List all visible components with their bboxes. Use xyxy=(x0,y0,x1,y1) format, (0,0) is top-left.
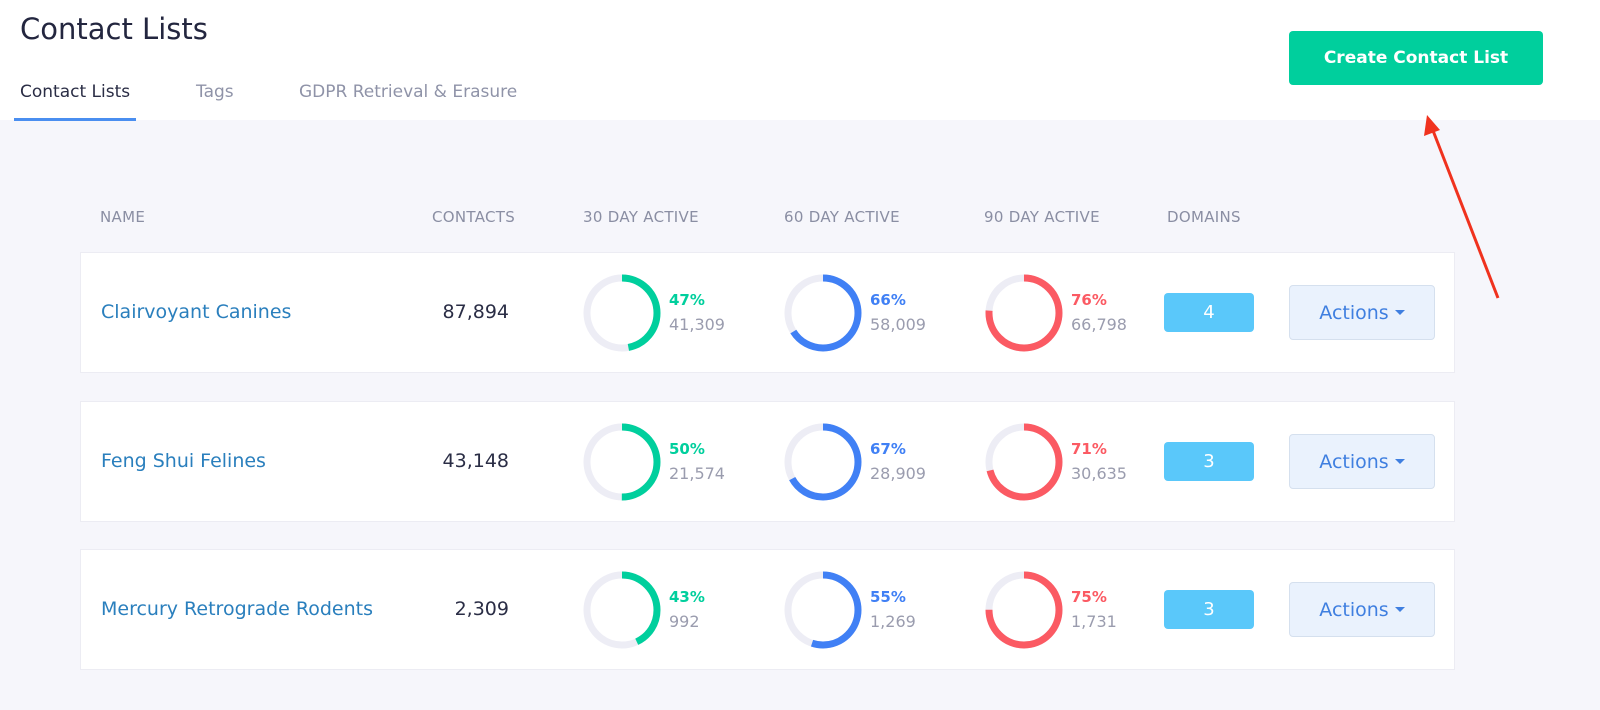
contact-list-row: Feng Shui Felines 43,148 50% 21,574 67% … xyxy=(80,401,1455,522)
d90-count: 1,731 xyxy=(1071,612,1117,631)
actions-dropdown-button[interactable]: Actions xyxy=(1289,582,1435,637)
actions-dropdown-button[interactable]: Actions xyxy=(1289,285,1435,340)
create-contact-list-button[interactable]: Create Contact List xyxy=(1289,31,1543,85)
actions-label: Actions xyxy=(1319,450,1389,473)
d90-count: 30,635 xyxy=(1071,464,1127,483)
donut-fill xyxy=(784,423,862,501)
donut-fill xyxy=(784,571,862,649)
d90-percent: 75% xyxy=(1071,588,1107,606)
domains-badge[interactable]: 3 xyxy=(1164,590,1254,629)
actions-dropdown-button[interactable]: Actions xyxy=(1289,434,1435,489)
tab-tags[interactable]: Tags xyxy=(196,82,234,102)
donut-fill xyxy=(985,423,1063,501)
contact-list-name-link[interactable]: Clairvoyant Canines xyxy=(101,301,292,323)
d90-percent: 76% xyxy=(1071,291,1107,309)
caret-down-icon xyxy=(1394,310,1405,315)
donut-fill xyxy=(583,423,661,501)
d60-donut-chart xyxy=(784,274,862,352)
contact-list-name-link[interactable]: Mercury Retrograde Rodents xyxy=(101,598,373,620)
d60-percent: 66% xyxy=(870,291,906,309)
column-header-30-day: 30 DAY ACTIVE xyxy=(583,208,699,226)
column-header-90-day: 90 DAY ACTIVE xyxy=(984,208,1100,226)
d60-donut-chart xyxy=(784,571,862,649)
column-header-name: NAME xyxy=(100,208,146,226)
donut-fill xyxy=(985,274,1063,352)
d60-count: 28,909 xyxy=(870,464,926,483)
contact-list-name-link[interactable]: Feng Shui Felines xyxy=(101,450,266,472)
donut-fill xyxy=(583,274,661,352)
d60-percent: 55% xyxy=(870,588,906,606)
domains-badge[interactable]: 4 xyxy=(1164,293,1254,332)
donut-fill xyxy=(985,571,1063,649)
actions-label: Actions xyxy=(1319,598,1389,621)
contact-list-row: Clairvoyant Canines 87,894 47% 41,309 66… xyxy=(80,252,1455,373)
domains-badge[interactable]: 3 xyxy=(1164,442,1254,481)
d90-percent: 71% xyxy=(1071,440,1107,458)
d30-count: 992 xyxy=(669,612,700,631)
column-header-60-day: 60 DAY ACTIVE xyxy=(784,208,900,226)
d60-count: 58,009 xyxy=(870,315,926,334)
caret-down-icon xyxy=(1394,459,1405,464)
donut-fill xyxy=(784,274,862,352)
actions-label: Actions xyxy=(1319,301,1389,324)
d90-donut-chart xyxy=(985,274,1063,352)
column-header-domains: DOMAINS xyxy=(1167,208,1241,226)
d90-count: 66,798 xyxy=(1071,315,1127,334)
d30-count: 21,574 xyxy=(669,464,725,483)
d60-percent: 67% xyxy=(870,440,906,458)
tab-gdpr[interactable]: GDPR Retrieval & Erasure xyxy=(299,82,518,102)
page-header: Contact Lists Contact Lists Tags GDPR Re… xyxy=(0,0,1600,121)
contact-list-row: Mercury Retrograde Rodents 2,309 43% 992… xyxy=(80,549,1455,670)
caret-down-icon xyxy=(1394,607,1405,612)
d60-donut-chart xyxy=(784,423,862,501)
d30-donut-chart xyxy=(583,423,661,501)
d60-count: 1,269 xyxy=(870,612,916,631)
d30-percent: 50% xyxy=(669,440,705,458)
page-title: Contact Lists xyxy=(20,12,208,46)
d90-donut-chart xyxy=(985,423,1063,501)
contacts-count: 43,148 xyxy=(442,450,509,472)
contacts-count: 87,894 xyxy=(442,301,509,323)
d30-count: 41,309 xyxy=(669,315,725,334)
column-header-contacts: CONTACTS xyxy=(432,208,516,226)
contacts-count: 2,309 xyxy=(454,598,509,620)
d30-donut-chart xyxy=(583,571,661,649)
d90-donut-chart xyxy=(985,571,1063,649)
d30-percent: 47% xyxy=(669,291,705,309)
d30-percent: 43% xyxy=(669,588,705,606)
donut-fill xyxy=(583,571,661,649)
d30-donut-chart xyxy=(583,274,661,352)
tab-contact-lists[interactable]: Contact Lists xyxy=(14,82,137,121)
